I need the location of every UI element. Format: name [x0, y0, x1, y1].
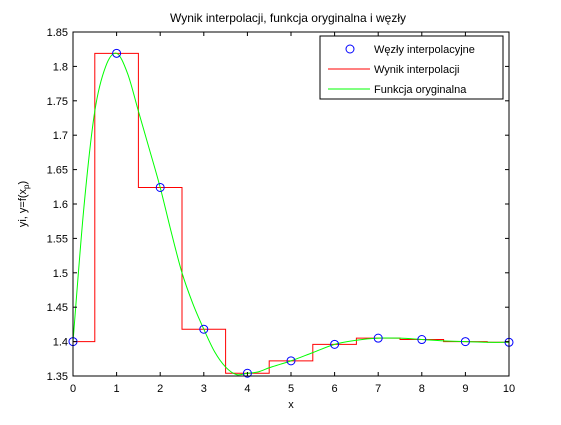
y-axis-label: yi, y=f(xp) [17, 181, 31, 227]
y-tick-label: 1.35 [47, 371, 68, 383]
y-tick-label: 1.7 [53, 130, 68, 142]
y-tick-label: 1.5 [53, 268, 68, 280]
node-marker [199, 324, 209, 334]
x-tick-label: 9 [462, 383, 468, 395]
x-tick-label: 1 [114, 383, 120, 395]
x-tick-label: 7 [375, 383, 381, 395]
x-tick-label: 8 [419, 383, 425, 395]
node-marker [112, 48, 122, 58]
series-line-original [72, 52, 510, 376]
x-tick-label: 6 [332, 383, 338, 395]
node-marker [286, 356, 296, 366]
node-marker [155, 182, 165, 192]
x-tick-label: 10 [503, 383, 515, 395]
y-tick-label: 1.6 [53, 199, 68, 211]
x-tick-label: 3 [201, 383, 207, 395]
legend-label-nodes: Węzły interpolacyjne [374, 44, 475, 56]
x-tick-label: 5 [288, 383, 294, 395]
node-marker [460, 337, 470, 347]
y-tick-label: 1.45 [47, 302, 68, 314]
x-tick-label: 2 [157, 383, 163, 395]
y-tick-label: 1.75 [47, 96, 68, 108]
legend-label-interpolation: Wynik interpolacji [374, 64, 460, 76]
legend-label-original: Funkcja oryginalna [374, 84, 467, 96]
x-tick-label: 0 [70, 383, 76, 395]
node-marker [242, 368, 252, 378]
series-layer [68, 48, 514, 378]
ticks-layer: 0 1 2 3 4 5 6 7 8 9 10 1.35 1.4 1.45 1.5 1.55 1.6 1.65 1.7… [47, 27, 516, 395]
y-tick-label: 1.4 [53, 337, 68, 349]
node-marker [417, 335, 427, 345]
x-tick-label: 4 [244, 383, 250, 395]
y-tick-label: 1.85 [47, 27, 68, 39]
y-axis-label-main: yi, y=f(x [17, 188, 29, 227]
node-marker [373, 333, 383, 343]
chart-title: Wynik interpolacji, funkcja oryginalna i… [170, 11, 406, 25]
y-tick-label: 1.65 [47, 165, 68, 177]
y-axis-label-close: ) [17, 181, 29, 185]
y-axis-label-subscript: p [22, 184, 31, 189]
x-axis-label: x [288, 399, 294, 411]
legend: Węzły interpolacyjne Wynik interpolacji … [319, 35, 504, 100]
legend-marker-nodes [345, 44, 355, 54]
y-tick-label: 1.8 [53, 61, 68, 73]
series-line-interpolation [73, 52, 509, 374]
node-marker [330, 339, 340, 349]
y-tick-label: 1.55 [47, 233, 68, 245]
